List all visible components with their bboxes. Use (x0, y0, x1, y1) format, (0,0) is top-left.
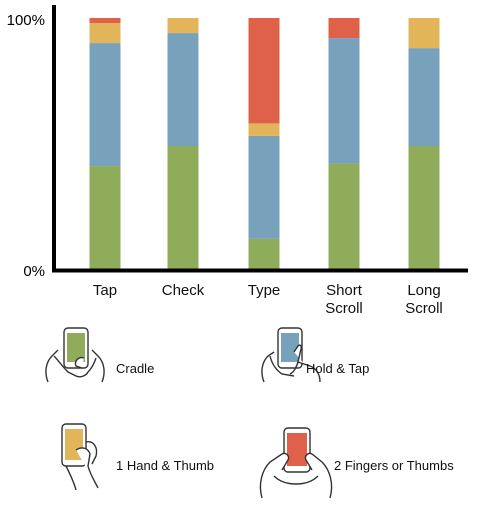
stacked-bar-chart: Tap Check Type Short Scroll Long Scroll 100% 0… (7, 5, 468, 317)
bar-segment-3-1 (328, 38, 360, 164)
bar-segment-1-1 (167, 33, 199, 147)
legend-item-one-hand-thumb: 1 Hand & Thumb (40, 418, 240, 493)
bar-segment-0-2 (89, 23, 121, 44)
y-tick-label-0: 0% (23, 263, 45, 280)
x-tick-label-1: Check (162, 282, 205, 299)
legend-item-hold-tap: Hold & Tap (258, 322, 428, 392)
legend-label-cradle: Cradle (116, 361, 155, 376)
legend-item-cradle: Cradle (40, 322, 210, 392)
bar-segment-3-3 (328, 18, 360, 39)
bar-segment-1-2 (167, 18, 199, 34)
two-thumbs-phone-icon (259, 427, 333, 499)
bar-segment-2-0 (248, 238, 280, 269)
x-tick-label-0: Tap (93, 282, 117, 299)
bar-segment-4-2 (408, 18, 440, 49)
bar-segment-3-0 (328, 163, 360, 269)
legend-label-hold-tap: Hold & Tap (306, 361, 370, 376)
bar-segment-0-1 (89, 43, 121, 167)
cradle-hands-phone-icon (45, 327, 105, 383)
x-tick-labels: Tap Check Type Short Scroll Long Scroll (93, 282, 443, 317)
x-tick-label-4: Long Scroll (405, 282, 443, 317)
bar-segment-2-2 (248, 123, 280, 136)
bar-segment-1-0 (167, 146, 199, 269)
x-tick-label-3: Short Scroll (325, 282, 363, 317)
legend-label-one-hand-thumb: 1 Hand & Thumb (116, 458, 215, 473)
bars-group (89, 18, 440, 269)
x-tick-label-2: Type (248, 282, 281, 299)
bar-segment-4-0 (408, 146, 440, 269)
bar-segment-2-3 (248, 18, 280, 124)
hold-and-tap-hands-phone-icon (261, 327, 321, 383)
bar-segment-4-1 (408, 48, 440, 147)
y-tick-label-100: 100% (7, 12, 45, 29)
bar-segment-0-0 (89, 166, 121, 269)
bar-segment-2-1 (248, 135, 280, 239)
legend-label-two-fingers-thumbs: 2 Fingers or Thumbs (334, 458, 454, 473)
bar-segment-0-3 (89, 18, 121, 24)
legend-item-two-fingers-thumbs: 2 Fingers or Thumbs (256, 418, 486, 503)
one-hand-thumb-phone-icon (61, 423, 99, 491)
